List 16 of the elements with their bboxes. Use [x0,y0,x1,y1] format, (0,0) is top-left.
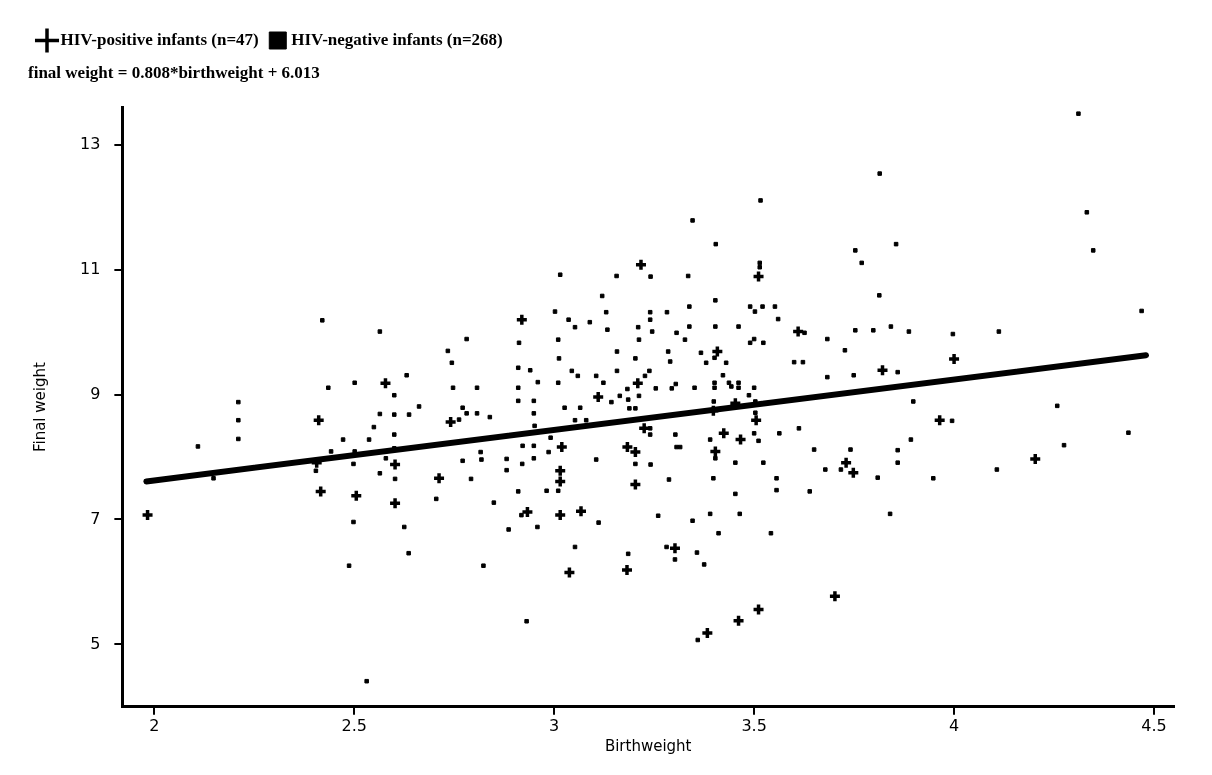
legend-label: HIV-positive infants (n=47) [60,29,259,49]
chart-subtitle: final weight = 0.808*birthweight + 6.013 [28,62,320,82]
x-tick-label: 3.5 [741,715,767,735]
x-tick-label: 3 [549,715,560,735]
y-tick-label: 11 [80,258,101,278]
x-tick-label: 4 [948,715,960,735]
x-tick-label: 4.5 [1141,715,1167,735]
y-tick-label: 13 [80,134,101,154]
x-tick-label: 2 [149,715,160,735]
y-tick-label: 9 [90,383,101,403]
x-axis-title: Birthweight [604,736,692,755]
y-tick-label: 5 [90,633,101,653]
legend-label: HIV-negative infants (n=268) [291,29,503,49]
y-axis-title: Final weight [30,362,49,453]
y-tick-label: 7 [90,508,101,528]
x-tick-label: 2.5 [341,715,368,735]
